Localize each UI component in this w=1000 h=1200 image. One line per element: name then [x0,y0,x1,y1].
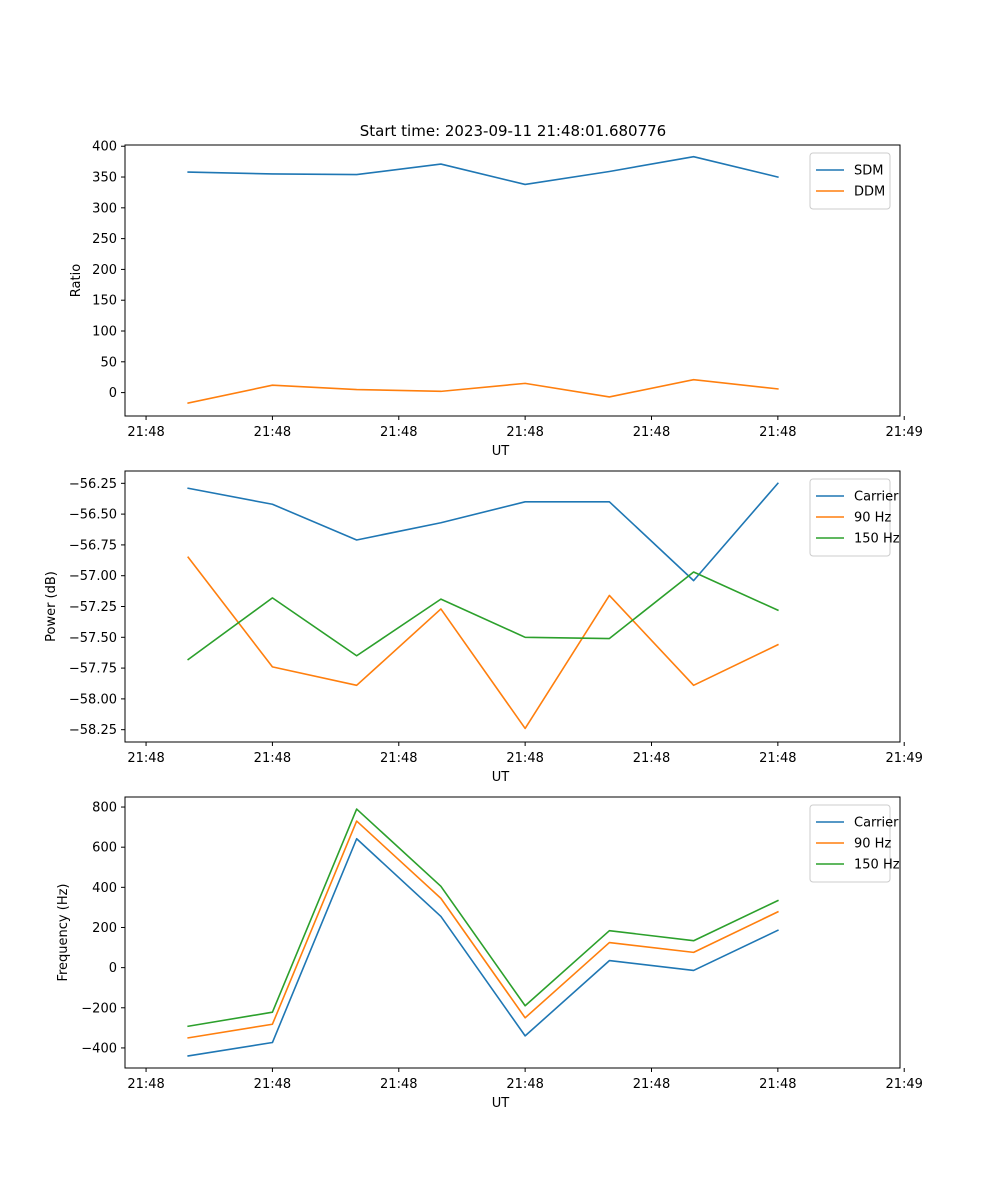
x-tick-label: 21:48 [759,751,796,766]
x-axis-label: UT [492,770,510,785]
axes-frame [124,144,901,417]
x-tick-label: 21:48 [506,1077,543,1092]
x-tick-label: 21:48 [506,425,543,440]
legend: Carrier 90 Hz 150 Hz [809,478,900,557]
x-tick-label: 21:48 [506,751,543,766]
legend-label-carrier: Carrier [854,816,899,831]
y-tick-label: 350 [92,171,117,186]
y-tick-label: 400 [92,140,117,155]
legend-label-ddm: DDM [854,185,885,200]
y-tick-label: −56.25 [69,477,117,492]
x-tick-label: 21:48 [759,1077,796,1092]
y-tick-label: 50 [100,355,117,370]
y-tick-label: −57.50 [69,631,117,646]
panel-2: −58.25 −58.00 −57.75 −57.50 −57.25 −57.00 −56.… [44,470,923,785]
y-tick-label: 250 [92,232,117,247]
x-tick-label: 21:48 [380,751,417,766]
panel-3: −400 −200 0 200 400 600 800 21:48 21:48 21:48 21:4… [56,796,923,1111]
legend-label-carrier: Carrier [854,490,899,505]
x-tick-label: 21:49 [885,751,922,766]
legend-box [809,478,891,557]
series-line-90-hz [187,820,779,1039]
x-tick-label: 21:48 [633,425,670,440]
y-tick-label: 200 [92,263,117,278]
x-tick-label: 21:48 [254,751,291,766]
y-tick-label: 150 [92,294,117,309]
series-line-sdm [187,155,779,186]
x-axis-label: UT [492,444,510,459]
legend: Carrier 90 Hz 150 Hz [809,804,900,883]
y-tick-label: −400 [81,1041,117,1056]
x-tick-label: 21:48 [127,1077,164,1092]
series-line-carrier [187,837,779,1057]
x-tick-label: 21:48 [380,1077,417,1092]
series-line-150-hz [187,808,779,1028]
legend-label-90-hz: 90 Hz [854,511,891,526]
y-tick-label: 200 [92,921,117,936]
y-tick-label: −56.50 [69,508,117,523]
series-line-carrier [187,482,779,582]
chart-title: Start time: 2023-09-11 21:48:01.680776 [360,122,666,140]
series-line-ddm [187,378,779,405]
y-tick-label: −57.00 [69,569,117,584]
legend-label-150-hz: 150 Hz [854,532,900,547]
x-tick-label: 21:48 [380,425,417,440]
x-tick-label: 21:49 [885,425,922,440]
x-tick-label: 21:48 [127,425,164,440]
series-line-150-hz [187,571,779,661]
legend-label-150-hz: 150 Hz [854,858,900,873]
y-tick-label: 600 [92,841,117,856]
y-tick-label: −57.25 [69,600,117,615]
y-tick-label: 300 [92,201,117,216]
legend-label-90-hz: 90 Hz [854,837,891,852]
y-tick-label: −57.75 [69,662,117,677]
y-axis-label: Power (dB) [44,571,59,642]
x-tick-label: 21:48 [127,751,164,766]
series-line-90-hz [187,556,779,730]
legend: SDM DDM [809,152,891,210]
y-tick-label: 0 [109,386,117,401]
y-tick-label: 400 [92,881,117,896]
x-tick-label: 21:48 [633,751,670,766]
y-axis-label: Frequency (Hz) [56,883,71,981]
y-tick-label: −58.00 [69,692,117,707]
x-tick-label: 21:48 [254,1077,291,1092]
x-axis-label: UT [492,1096,510,1111]
y-tick-label: −56.75 [69,538,117,553]
panel-1: 0 50 100 150 200 250 300 350 400 21:48 21:48 21:48 2… [69,140,923,459]
x-tick-label: 21:48 [633,1077,670,1092]
x-tick-label: 21:48 [254,425,291,440]
panels-group: 0 50 100 150 200 250 300 350 400 21:48 21:48 21:48 2… [44,140,923,1111]
axes-frame [124,796,901,1069]
y-tick-label: −200 [81,1001,117,1016]
y-tick-label: −58.25 [69,723,117,738]
legend-box [809,152,891,210]
y-tick-label: 800 [92,801,117,816]
y-axis-label: Ratio [69,264,84,297]
y-tick-label: 100 [92,325,117,340]
legend-box [809,804,891,883]
x-tick-label: 21:49 [885,1077,922,1092]
legend-label-sdm: SDM [854,164,883,179]
y-tick-label: 0 [109,961,117,976]
x-tick-label: 21:48 [759,425,796,440]
